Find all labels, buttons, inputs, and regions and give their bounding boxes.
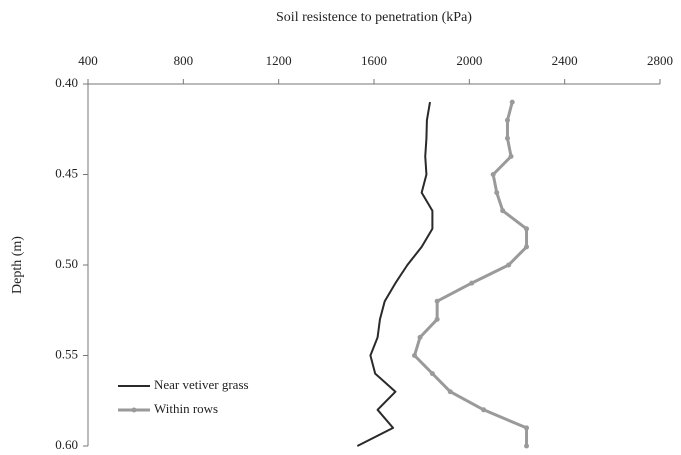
y-tick-label: 0.45	[55, 165, 78, 180]
point	[429, 371, 435, 377]
point	[504, 117, 510, 123]
x-tick-label: 2400	[552, 53, 578, 68]
series-line	[356, 101, 434, 447]
x-tick-label: 1200	[266, 53, 292, 68]
point	[494, 190, 500, 196]
point	[509, 99, 515, 105]
y-tick-label: 0.55	[55, 346, 78, 361]
point	[417, 334, 423, 340]
y-tick-label: 0.50	[55, 256, 78, 271]
chart-title: Soil resistence to penetration (kPa)	[276, 10, 472, 25]
legend-label: Near vetiver grass	[154, 377, 249, 392]
point	[434, 316, 440, 322]
point	[524, 443, 530, 449]
x-tick-label: 800	[174, 53, 194, 68]
point	[490, 172, 496, 177]
point	[481, 407, 487, 413]
series-line	[413, 101, 529, 446]
y-tick-label: 0.40	[55, 75, 78, 90]
point	[524, 226, 530, 232]
point	[524, 244, 530, 250]
point	[434, 298, 440, 304]
point	[524, 425, 530, 431]
legend-label: Within rows	[154, 401, 218, 416]
point	[469, 280, 475, 286]
x-tick-label: 1600	[361, 53, 387, 68]
point	[504, 135, 510, 141]
x-tick-label: 400	[78, 53, 98, 68]
point	[500, 208, 506, 214]
point	[412, 353, 418, 358]
point	[506, 262, 512, 268]
x-tick-label: 2800	[647, 53, 673, 68]
legend-marker	[131, 407, 137, 413]
x-tick-label: 2000	[456, 53, 482, 68]
y-axis-label: Depth (m)	[10, 236, 25, 294]
y-tick-label: 0.60	[55, 437, 78, 452]
point	[447, 389, 453, 395]
point	[508, 153, 514, 159]
